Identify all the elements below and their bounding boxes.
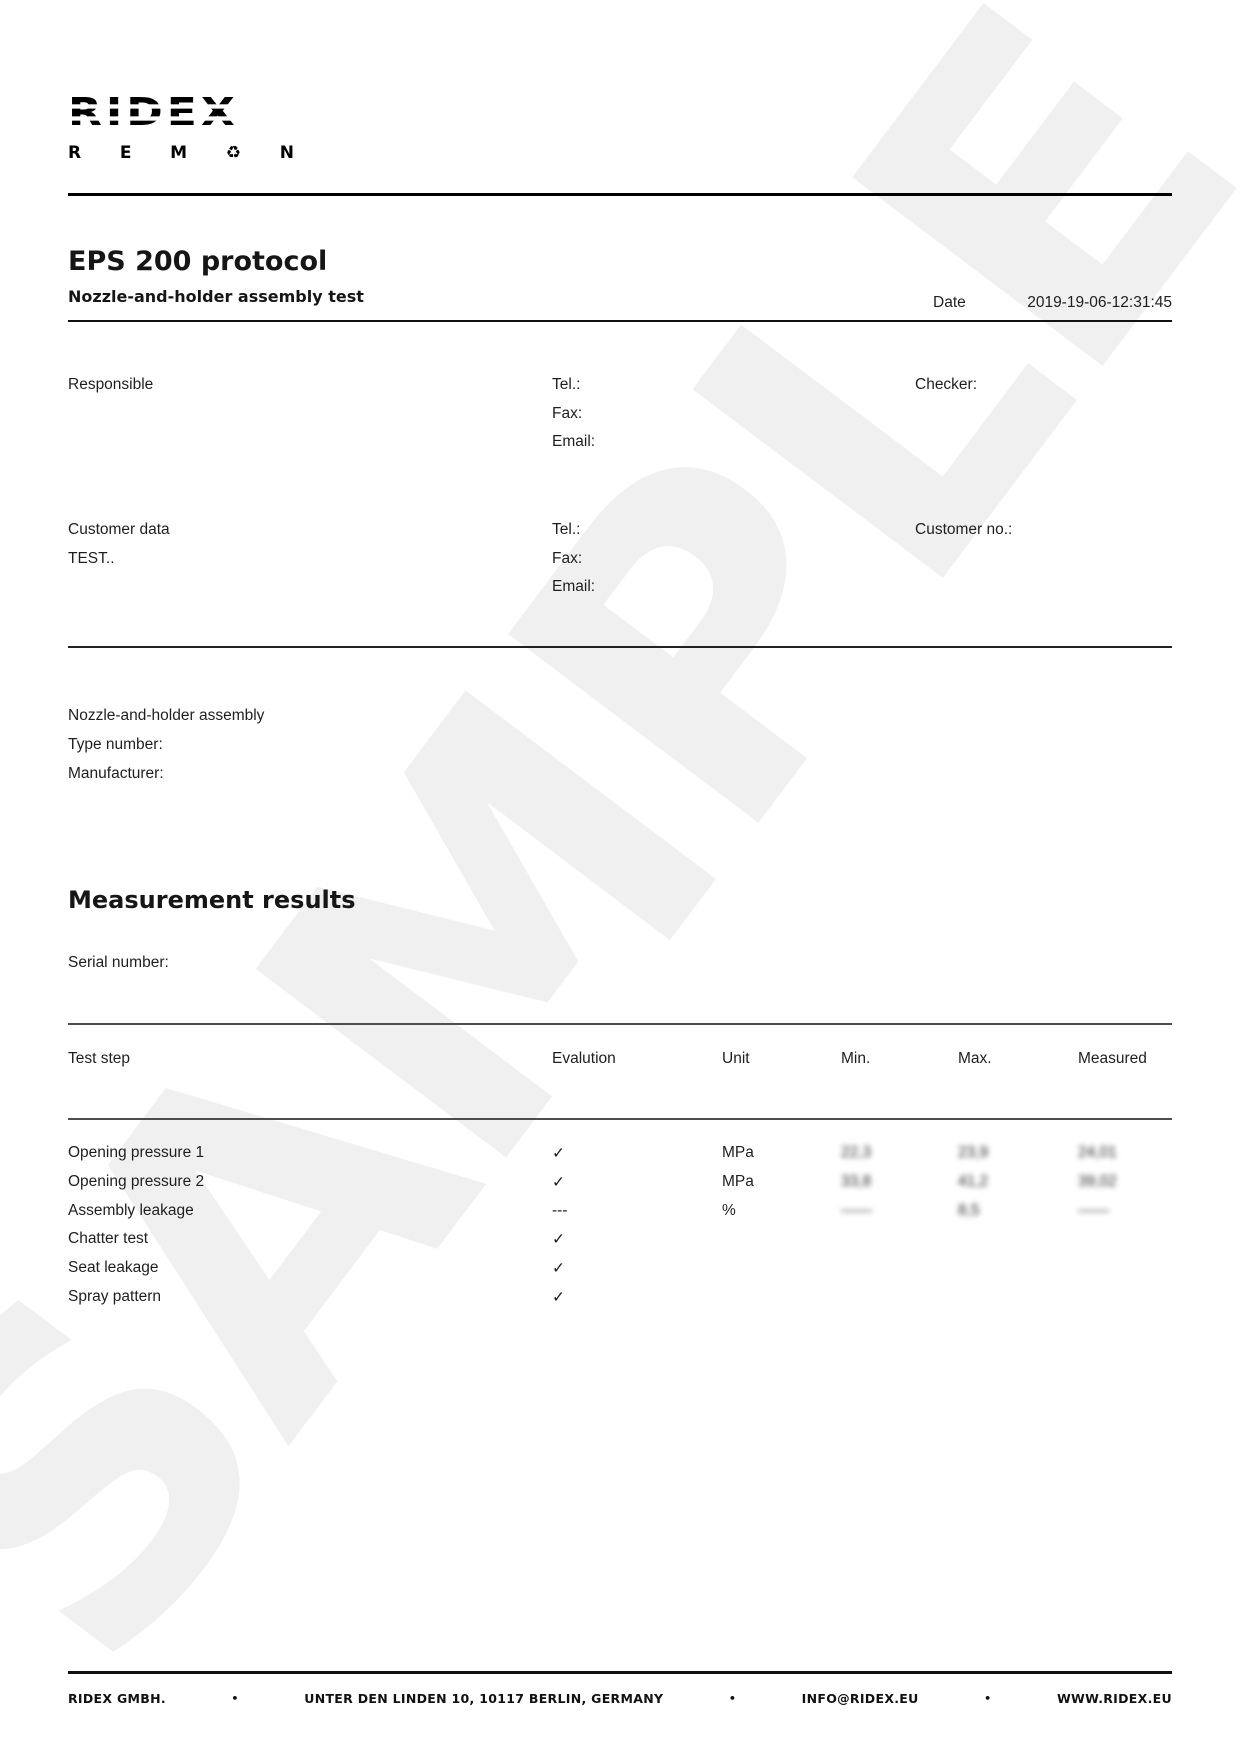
- cell-evaluation: ✓: [552, 1260, 565, 1277]
- cell-unit: MPa: [722, 1144, 754, 1161]
- customer-data-block: Customer data TEST..: [68, 516, 170, 573]
- cell-step: Seat leakage: [68, 1259, 159, 1276]
- table-row: Assembly leakage --- % —— 8,5 ——: [68, 1202, 1172, 1226]
- recycle-icon: ♻: [225, 143, 242, 163]
- header-cell-unit: Unit: [722, 1050, 750, 1067]
- cell-step: Opening pressure 1: [68, 1144, 205, 1161]
- cell-step: Chatter test: [68, 1230, 149, 1247]
- cell-step: Assembly leakage: [68, 1202, 194, 1219]
- fax-label: Fax:: [552, 404, 583, 422]
- footer-website: WWW.RIDEX.EU: [1056, 1691, 1172, 1706]
- header-cell-min: Min.: [841, 1050, 871, 1067]
- cell-measured: 39,02: [1078, 1173, 1117, 1190]
- reman-row: R E M ♻ N: [68, 143, 294, 163]
- type-number-label: Type number:: [68, 736, 163, 753]
- cell-unit: MPa: [722, 1173, 754, 1190]
- cell-max: 41,2: [958, 1173, 989, 1190]
- tel-label: Tel.:: [552, 376, 581, 393]
- divider-footer: [68, 1671, 1172, 1674]
- table-row: Spray pattern ✓: [68, 1288, 1172, 1312]
- customer-data-label: Customer data: [68, 521, 170, 538]
- divider-table-header: [68, 1118, 1172, 1120]
- cell-min: 33,8: [841, 1173, 872, 1190]
- table-row: Seat leakage ✓: [68, 1259, 1172, 1283]
- reman-letter: M: [170, 143, 188, 163]
- table-header: Test step Evalution Unit Min. Max. Measu…: [68, 1050, 1172, 1074]
- cell-measured: 24,01: [1078, 1144, 1117, 1161]
- ridex-wordmark: RIDEX: [68, 94, 298, 132]
- bullet-separator: •: [231, 1692, 239, 1705]
- cell-step: Opening pressure 2: [68, 1173, 205, 1190]
- wordmark-stripe: [68, 116, 244, 121]
- date-value: 2019-19-06-12:31:45: [1027, 294, 1172, 311]
- responsible-label: Responsible: [68, 376, 154, 393]
- footer-company: RIDEX GMBH.: [68, 1691, 166, 1706]
- customer-no-label: Customer no.:: [915, 521, 1013, 538]
- header-cell-step: Test step: [68, 1050, 131, 1067]
- fax-label: Fax:: [552, 549, 583, 567]
- email-label: Email:: [552, 578, 596, 595]
- reman-letter: E: [119, 143, 132, 163]
- manufacturer-label: Manufacturer:: [68, 765, 164, 782]
- cell-evaluation: ---: [552, 1202, 568, 1219]
- date-label: Date: [933, 294, 966, 311]
- header-cell-measured: Measured: [1078, 1050, 1147, 1067]
- page-title: EPS 200 protocol: [68, 246, 328, 277]
- checker-label: Checker:: [915, 376, 978, 393]
- cell-min: ——: [841, 1202, 872, 1219]
- email-label: Email:: [552, 433, 596, 450]
- cell-evaluation: ✓: [552, 1289, 565, 1306]
- serial-number-label: Serial number:: [68, 954, 169, 971]
- divider-top: [68, 193, 1172, 196]
- section-heading: Measurement results: [68, 886, 356, 914]
- footer-email: INFO@RIDEX.EU: [801, 1691, 919, 1706]
- table-row: Chatter test ✓: [68, 1230, 1172, 1254]
- responsible-contact-fields: Tel.: Fax: Email:: [552, 371, 595, 457]
- cell-evaluation: ✓: [552, 1174, 565, 1191]
- cell-max: 8,5: [958, 1202, 980, 1219]
- divider-header: [68, 320, 1172, 322]
- footer: RIDEX GMBH. • UNTER DEN LINDEN 10, 10117…: [68, 1691, 1172, 1706]
- ridex-wordmark-text: RIDEX: [68, 90, 239, 135]
- cell-unit: %: [722, 1202, 736, 1219]
- tel-label: Tel.:: [552, 521, 581, 538]
- wordmark-stripe: [68, 104, 244, 109]
- bullet-separator: •: [984, 1692, 992, 1705]
- cell-step: Spray pattern: [68, 1288, 162, 1305]
- cell-min: 22,3: [841, 1144, 872, 1161]
- cell-max: 23,9: [958, 1144, 989, 1161]
- cell-evaluation: ✓: [552, 1231, 565, 1248]
- cell-measured: ——: [1078, 1202, 1109, 1219]
- brand-logo: RIDEX R E M ♻ N: [68, 94, 298, 163]
- cell-evaluation: ✓: [552, 1145, 565, 1162]
- customer-contact-fields: Tel.: Fax: Email:: [552, 516, 595, 602]
- bullet-separator: •: [728, 1692, 737, 1705]
- divider-customer: [68, 646, 1172, 648]
- footer-address: UNTER DEN LINDEN 10, 10117 BERLIN, GERMA…: [304, 1691, 664, 1706]
- table-row: Opening pressure 2 ✓ MPa 33,8 41,2 39,02: [68, 1173, 1172, 1197]
- page-subtitle: Nozzle-and-holder assembly test: [68, 287, 364, 306]
- assembly-block: Nozzle-and-holder assembly Type number: …: [68, 701, 264, 788]
- assembly-title: Nozzle-and-holder assembly: [68, 707, 265, 724]
- reman-letter: R: [68, 143, 82, 163]
- reman-letter: N: [279, 143, 294, 163]
- divider-table-top: [68, 1023, 1172, 1025]
- header-cell-max: Max.: [958, 1050, 992, 1067]
- table-row: Opening pressure 1 ✓ MPa 22,3 23,9 24,01: [68, 1144, 1172, 1168]
- header-cell-evaluation: Evalution: [552, 1050, 616, 1067]
- customer-name: TEST..: [68, 549, 115, 567]
